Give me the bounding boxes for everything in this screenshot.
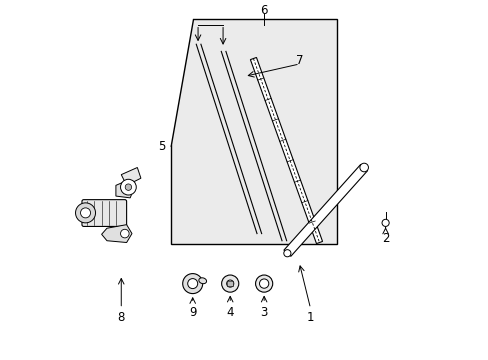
Polygon shape: [171, 19, 337, 244]
FancyBboxPatch shape: [82, 200, 126, 226]
Text: 2: 2: [381, 233, 388, 246]
Circle shape: [183, 274, 203, 294]
Text: 3: 3: [260, 306, 267, 319]
Polygon shape: [116, 180, 134, 198]
Circle shape: [221, 275, 238, 292]
Circle shape: [75, 203, 95, 223]
Text: 4: 4: [226, 306, 233, 319]
Circle shape: [125, 184, 131, 190]
Text: 9: 9: [188, 306, 196, 319]
Polygon shape: [250, 58, 322, 244]
Circle shape: [283, 249, 290, 257]
Bar: [227, 281, 233, 287]
Circle shape: [187, 279, 197, 289]
Ellipse shape: [199, 278, 206, 284]
Polygon shape: [102, 225, 132, 243]
Circle shape: [359, 163, 367, 172]
Circle shape: [226, 280, 233, 287]
Polygon shape: [121, 167, 141, 185]
Polygon shape: [284, 165, 367, 256]
Circle shape: [255, 275, 272, 292]
Text: 8: 8: [117, 311, 125, 324]
Circle shape: [121, 179, 136, 195]
Circle shape: [259, 279, 268, 288]
Circle shape: [81, 208, 90, 218]
Text: 7: 7: [296, 54, 303, 67]
Text: 1: 1: [306, 311, 314, 324]
Text: 5: 5: [158, 140, 165, 153]
Circle shape: [381, 219, 388, 226]
Text: 6: 6: [260, 4, 267, 17]
Circle shape: [121, 229, 129, 238]
